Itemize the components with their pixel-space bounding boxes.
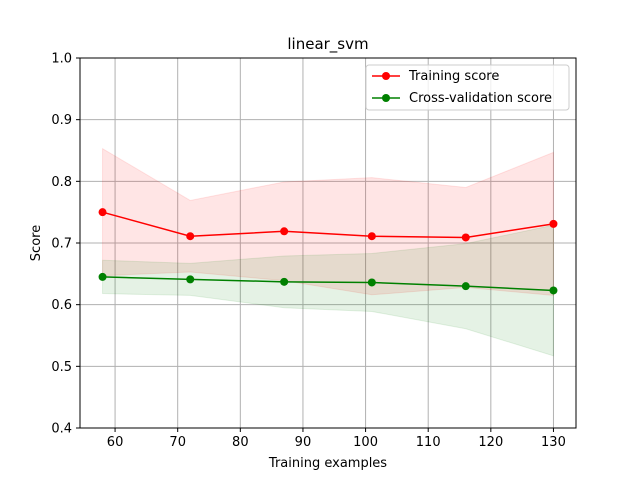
cross-validation-score-point bbox=[367, 278, 376, 287]
line-layer bbox=[98, 208, 558, 295]
cross-validation-score-point bbox=[186, 275, 195, 284]
legend: Training score Cross-validation score bbox=[365, 64, 570, 111]
training-score-line bbox=[102, 211, 554, 239]
x-tick-label: 70 bbox=[169, 435, 186, 450]
y-tick-label: 0.4 bbox=[51, 422, 72, 437]
y-tick-label: 0.5 bbox=[51, 360, 72, 375]
legend-label-training: Training score bbox=[408, 69, 499, 84]
x-tick-label: 100 bbox=[353, 435, 378, 450]
y-tick-label: 0.9 bbox=[51, 113, 72, 128]
training-score-point bbox=[367, 232, 376, 241]
x-tick-label: 90 bbox=[295, 435, 312, 450]
cross-validation-score-line bbox=[102, 276, 554, 292]
x-tick-label: 120 bbox=[478, 435, 503, 450]
y-tick-label: 1.0 bbox=[51, 52, 72, 67]
x-tick-label: 80 bbox=[232, 435, 249, 450]
x-tick-label: 130 bbox=[541, 435, 566, 450]
tick-layer: 60 70 80 90 100 110 120 130 0.4 0.5 0.6 0.7 0.8 0.9 1.… bbox=[51, 52, 566, 451]
y-axis-label: Score bbox=[29, 225, 44, 261]
band-layer bbox=[102, 147, 554, 357]
cross-validation-score-band bbox=[102, 224, 554, 357]
y-tick-label: 0.8 bbox=[51, 175, 72, 190]
training-score-point bbox=[280, 227, 289, 236]
legend-label-cross-validation: Cross-validation score bbox=[409, 91, 552, 106]
cross-validation-score-point bbox=[98, 272, 107, 281]
training-score-band bbox=[102, 147, 554, 296]
legend-box bbox=[365, 64, 570, 111]
training-score-point bbox=[461, 233, 470, 242]
training-score-point bbox=[549, 219, 558, 228]
training-score-point bbox=[98, 208, 107, 217]
cross-validation-score-point bbox=[280, 277, 289, 286]
cross-validation-score-point bbox=[461, 282, 470, 291]
x-tick-label: 60 bbox=[107, 435, 124, 450]
legend-marker-training bbox=[382, 72, 390, 80]
y-tick-label: 0.7 bbox=[51, 237, 72, 252]
legend-marker-cross-validation bbox=[382, 94, 390, 102]
chart-title: linear_svm bbox=[287, 35, 368, 54]
cross-validation-score-point bbox=[549, 286, 558, 295]
x-tick-label: 110 bbox=[416, 435, 441, 450]
training-score-point bbox=[186, 232, 195, 241]
y-tick-label: 0.6 bbox=[51, 298, 72, 313]
x-axis-label: Training examples bbox=[268, 456, 387, 471]
